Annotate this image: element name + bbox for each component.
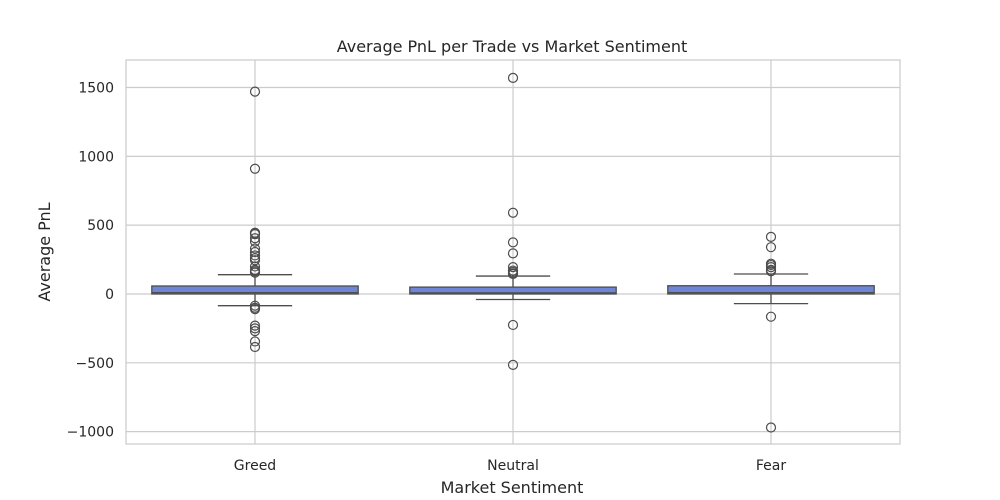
outlier-point (765, 262, 777, 273)
x-tick-labels: Greed Neutral Fear (234, 458, 787, 474)
outlier-point (249, 261, 261, 272)
outlier-point (765, 422, 777, 433)
outlier-point (249, 250, 261, 261)
outlier-point (249, 255, 261, 266)
y-tick-label: 0 (105, 287, 114, 303)
chart-title: Average PnL per Trade vs Market Sentimen… (337, 37, 688, 56)
outlier-point (249, 243, 261, 254)
y-tick-label: 1500 (78, 81, 114, 97)
x-tick-label: Fear (756, 458, 786, 474)
x-axis-label: Market Sentiment (441, 478, 584, 497)
outlier-point (249, 163, 261, 174)
box-iqr (667, 285, 875, 295)
outlier-point (249, 320, 261, 331)
y-axis-label: Average PnL (35, 202, 54, 301)
outlier-point (507, 268, 519, 280)
outlier-point (507, 72, 519, 83)
outlier-point (507, 319, 519, 331)
outlier-point (765, 242, 777, 253)
box-iqr (409, 286, 617, 295)
outlier-point (765, 311, 777, 322)
y-tick-label: 500 (87, 218, 114, 234)
outlier-point (249, 86, 261, 97)
outlier-point (249, 233, 261, 244)
y-tick-label: −1000 (67, 425, 114, 441)
outlier-point (249, 326, 261, 337)
outlier-point (249, 304, 261, 315)
outlier-point (249, 336, 261, 347)
box-greed (151, 86, 359, 353)
y-tick-label: 1000 (78, 149, 114, 165)
outlier-point (507, 237, 519, 248)
outlier-point (249, 341, 261, 353)
outlier-point (507, 262, 519, 273)
outlier-point (249, 323, 261, 334)
plot-frame (125, 59, 901, 445)
outlier-point (249, 229, 261, 240)
box-iqr (151, 285, 359, 295)
outlier-point (765, 266, 777, 277)
y-tick-label: −500 (76, 356, 114, 372)
box-fear (667, 231, 875, 433)
outlier-point (249, 267, 261, 278)
outlier-point (507, 207, 519, 218)
outlier-point (249, 236, 261, 247)
x-tick-label: Neutral (487, 458, 539, 474)
x-tick-label: Greed (234, 458, 276, 474)
outlier-point (249, 246, 261, 258)
box-layer (151, 72, 875, 433)
box-neutral (409, 72, 617, 370)
outlier-point (507, 359, 519, 370)
outlier-point (765, 231, 777, 242)
y-tick-labels: −1000 −500 0 500 1000 1500 (67, 81, 114, 441)
outlier-point (507, 248, 519, 259)
